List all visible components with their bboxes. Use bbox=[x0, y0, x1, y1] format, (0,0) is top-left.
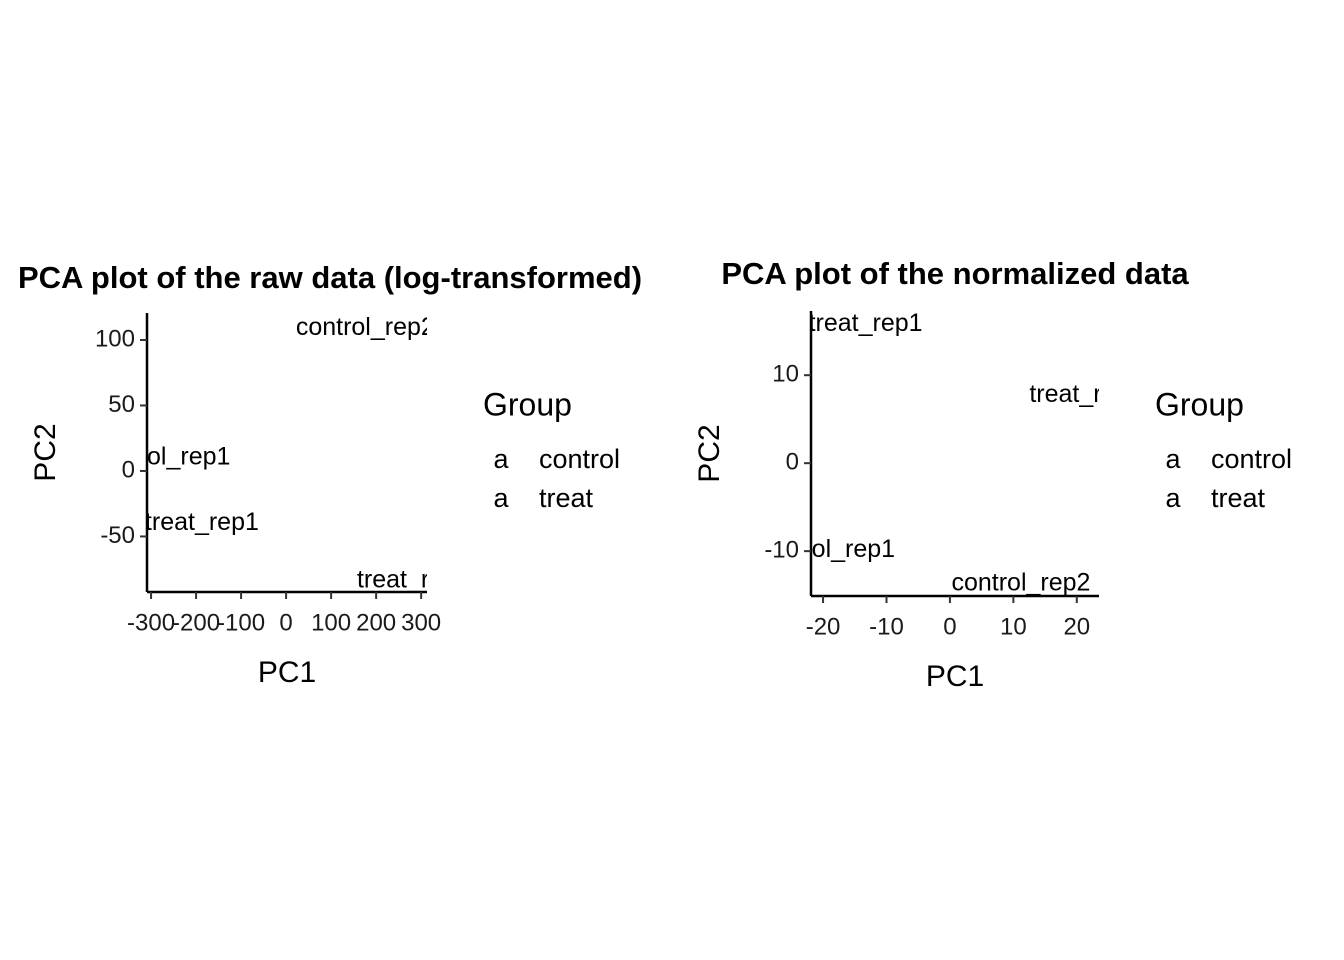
chart-title: PCA plot of the normalized data bbox=[721, 256, 1189, 291]
y-tick-label: 10 bbox=[772, 361, 799, 388]
legend-key: a bbox=[1165, 444, 1181, 474]
legend-label: treat bbox=[539, 483, 594, 513]
point-label: control_rep2 bbox=[296, 313, 435, 341]
legend-label: control bbox=[539, 444, 620, 474]
y-axis-title: PC2 bbox=[693, 424, 726, 482]
point-label: control_rep2 bbox=[951, 569, 1090, 597]
legend-key: a bbox=[1165, 483, 1181, 513]
y-tick-label: -50 bbox=[100, 522, 135, 549]
chart-panel: PCA plot of the raw data (log-transforme… bbox=[18, 260, 642, 689]
x-tick-label: -300 bbox=[127, 609, 175, 636]
x-tick-label: -100 bbox=[217, 609, 265, 636]
x-tick-label: 0 bbox=[279, 609, 292, 636]
point-label: control_rep1 bbox=[91, 442, 230, 470]
point-label: treat_rep2 bbox=[357, 566, 471, 594]
y-axis-title: PC2 bbox=[29, 423, 62, 481]
y-tick-label: 100 bbox=[95, 325, 135, 352]
plot-area: control_rep1 control_rep2 treat_rep1 treat_… bbox=[756, 309, 1143, 597]
x-tick-label: 100 bbox=[311, 609, 351, 636]
x-tick-label: -10 bbox=[869, 613, 904, 640]
legend-key: a bbox=[493, 483, 509, 513]
legend-key: a bbox=[493, 444, 509, 474]
y-tick-label: -10 bbox=[764, 536, 799, 563]
x-axis-title: PC1 bbox=[258, 656, 316, 689]
y-tick-label: 0 bbox=[786, 449, 799, 476]
x-tick-label: -20 bbox=[806, 613, 841, 640]
point-label: control_rep1 bbox=[756, 535, 895, 563]
x-axis-title: PC1 bbox=[926, 660, 984, 693]
legend-label: treat bbox=[1211, 483, 1266, 513]
legend-title: Group bbox=[1155, 386, 1244, 422]
point-label: treat_rep1 bbox=[809, 309, 923, 337]
plot-area: control_rep1 control_rep2 treat_rep1 treat_… bbox=[91, 313, 471, 594]
x-tick-label: 200 bbox=[356, 609, 396, 636]
point-label: treat_rep1 bbox=[145, 508, 259, 536]
x-tick-label: -200 bbox=[172, 609, 220, 636]
chart-panel: PCA plot of the normalized data -20 -10 0 10… bbox=[693, 256, 1292, 693]
chart-title: PCA plot of the raw data (log-transforme… bbox=[18, 260, 642, 295]
point-label: treat_rep2 bbox=[1029, 380, 1143, 408]
y-tick-label: 0 bbox=[122, 456, 135, 483]
x-tick-label: 20 bbox=[1063, 613, 1090, 640]
legend-label: control bbox=[1211, 444, 1292, 474]
x-tick-label: 300 bbox=[401, 609, 441, 636]
legend-title: Group bbox=[483, 386, 572, 422]
x-tick-label: 10 bbox=[1000, 613, 1027, 640]
y-tick-label: 50 bbox=[108, 391, 135, 418]
x-tick-label: 0 bbox=[943, 613, 956, 640]
